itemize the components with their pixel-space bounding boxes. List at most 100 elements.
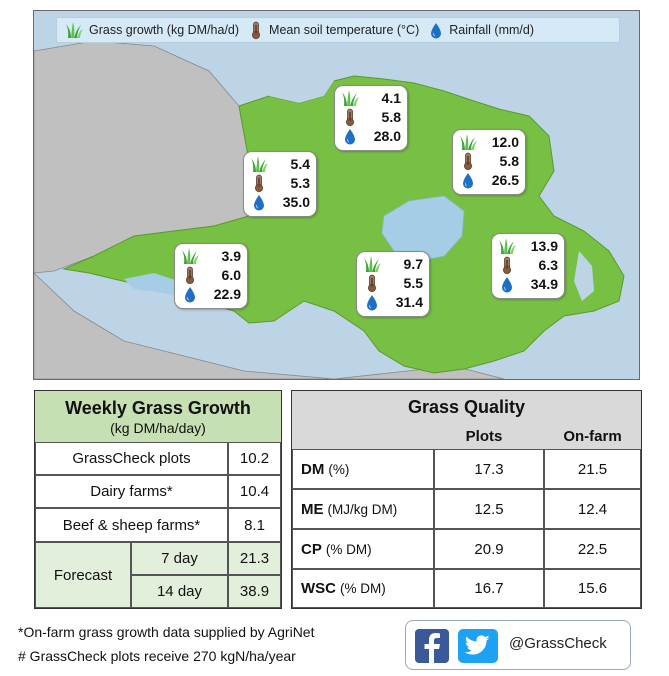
grass-growth-value: 9.7 bbox=[403, 256, 423, 272]
growth-table-title: Weekly Grass Growth bbox=[65, 397, 251, 418]
quality-plots-value: 20.9 bbox=[434, 529, 544, 569]
metric-name: DM bbox=[301, 460, 325, 478]
raindrop-icon bbox=[366, 294, 378, 311]
soil-temp-value: 5.5 bbox=[403, 275, 423, 291]
grass-icon bbox=[182, 248, 199, 264]
thermometer-icon bbox=[345, 108, 355, 126]
growth-row-value: 10.4 bbox=[228, 475, 281, 508]
quality-row-label: WSC (% DM) bbox=[292, 569, 434, 608]
metric-unit: (% DM) bbox=[325, 541, 372, 557]
station-west: 3.9 6.0 22.9 bbox=[174, 243, 248, 309]
grass-growth-value: 3.9 bbox=[221, 248, 241, 264]
thermometer-icon bbox=[254, 174, 264, 192]
map-panel: Grass growth (kg DM/ha/d) Mean soil temp… bbox=[33, 10, 640, 380]
quality-table-header: Grass Quality Plots On-farm bbox=[292, 391, 641, 449]
forecast-14day-value: 38.9 bbox=[228, 575, 281, 608]
forecast-7day-label: 7 day bbox=[131, 542, 228, 575]
footnote-agrinet: *On-farm grass growth data supplied by A… bbox=[18, 624, 315, 640]
legend-grass-label: Grass growth (kg DM/ha/d) bbox=[89, 23, 240, 37]
thermometer-icon bbox=[185, 266, 195, 284]
quality-farm-value: 12.4 bbox=[544, 489, 641, 529]
quality-plots-value: 12.5 bbox=[434, 489, 544, 529]
metric-unit: (%) bbox=[328, 461, 350, 477]
raindrop-icon bbox=[253, 194, 265, 211]
growth-row-value: 10.2 bbox=[228, 442, 281, 475]
forecast-14day-label: 14 day bbox=[131, 575, 228, 608]
grass-growth-value: 12.0 bbox=[491, 134, 519, 150]
raindrop-icon bbox=[501, 276, 513, 293]
legend-rain-label: Rainfall (mm/d) bbox=[449, 23, 534, 37]
thermometer-icon bbox=[251, 21, 261, 39]
grass-icon bbox=[66, 22, 83, 38]
station-north: 4.1 5.8 28.0 bbox=[334, 85, 408, 151]
twitter-icon[interactable] bbox=[458, 629, 498, 663]
growth-table-subtitle: (kg DM/ha/day) bbox=[110, 419, 206, 436]
station-east: 13.9 6.3 34.9 bbox=[491, 233, 565, 299]
grass-growth-value: 5.4 bbox=[290, 156, 310, 172]
lough-neagh bbox=[381, 195, 465, 262]
rainfall-value: 22.9 bbox=[213, 286, 241, 302]
quality-farm-value: 21.5 bbox=[544, 449, 641, 489]
growth-row-label: Beef & sheep farms* bbox=[35, 508, 228, 542]
quality-table-title: Grass Quality bbox=[407, 397, 526, 417]
station-northwest: 5.4 5.3 35.0 bbox=[243, 151, 317, 217]
metric-unit: (MJ/kg DM) bbox=[327, 501, 398, 517]
footnote-grasscheck-plots: # GrassCheck plots receive 270 kgN/ha/ye… bbox=[18, 648, 296, 664]
raindrop-icon bbox=[344, 128, 356, 145]
rainfall-value: 35.0 bbox=[282, 194, 310, 210]
col-header-plots: Plots bbox=[465, 428, 503, 445]
grass-icon bbox=[460, 134, 477, 150]
twitter-handle[interactable]: @GrassCheck bbox=[509, 635, 607, 652]
facebook-icon[interactable] bbox=[415, 629, 449, 663]
metric-name: ME bbox=[301, 500, 324, 518]
rainfall-value: 28.0 bbox=[373, 128, 401, 144]
strangford-lough bbox=[574, 251, 594, 301]
rainfall-value: 26.5 bbox=[491, 172, 519, 188]
northern-ireland-map bbox=[34, 40, 625, 379]
thermometer-icon bbox=[502, 256, 512, 274]
map-legend: Grass growth (kg DM/ha/d) Mean soil temp… bbox=[56, 17, 620, 43]
soil-temp-value: 6.3 bbox=[538, 257, 558, 273]
quality-farm-value: 15.6 bbox=[544, 569, 641, 608]
grass-growth-value: 13.9 bbox=[530, 238, 558, 254]
south-land bbox=[34, 272, 335, 379]
metric-unit: (% DM) bbox=[340, 581, 386, 596]
quality-plots-value: 16.7 bbox=[434, 569, 544, 608]
station-central: 9.7 5.5 31.4 bbox=[356, 251, 430, 317]
quality-row-label: ME (MJ/kg DM) bbox=[292, 489, 434, 529]
grass-icon bbox=[364, 256, 381, 272]
grass-icon bbox=[499, 238, 516, 254]
growth-table-header: Weekly Grass Growth (kg DM/ha/day) bbox=[35, 391, 281, 442]
soil-temp-value: 5.8 bbox=[499, 153, 519, 169]
metric-name: CP bbox=[301, 540, 322, 558]
growth-row-label: GrassCheck plots bbox=[35, 442, 228, 475]
grass-growth-value: 4.1 bbox=[381, 90, 401, 106]
rainfall-value: 31.4 bbox=[395, 294, 423, 310]
legend-temp-label: Mean soil temperature (°C) bbox=[269, 23, 420, 37]
rainfall-value: 34.9 bbox=[530, 276, 558, 292]
quality-farm-value: 22.5 bbox=[544, 529, 641, 569]
forecast-label: Forecast bbox=[35, 542, 131, 608]
raindrop-icon bbox=[184, 286, 196, 303]
soil-temp-value: 5.8 bbox=[381, 109, 401, 125]
growth-row-value: 8.1 bbox=[228, 508, 281, 542]
soil-temp-value: 6.0 bbox=[221, 267, 241, 283]
forecast-7day-value: 21.3 bbox=[228, 542, 281, 575]
grass-quality-table: Grass Quality Plots On-farm DM (%) 17.3 2… bbox=[291, 390, 642, 609]
grass-icon bbox=[342, 90, 359, 106]
social-media-box: @GrassCheck bbox=[405, 620, 631, 670]
lough-foyle bbox=[269, 71, 334, 103]
grass-icon bbox=[251, 156, 268, 172]
station-northeast: 12.0 5.8 26.5 bbox=[452, 129, 526, 195]
quality-row-label: DM (%) bbox=[292, 449, 434, 489]
col-header-on-farm: On-farm bbox=[563, 428, 622, 445]
quality-row-label: CP (% DM) bbox=[292, 529, 434, 569]
raindrop-icon bbox=[430, 22, 442, 39]
thermometer-icon bbox=[367, 274, 377, 292]
thermometer-icon bbox=[463, 152, 473, 170]
growth-row-label: Dairy farms* bbox=[35, 475, 228, 508]
quality-plots-value: 17.3 bbox=[434, 449, 544, 489]
raindrop-icon bbox=[462, 172, 474, 189]
soil-temp-value: 5.3 bbox=[290, 175, 310, 191]
metric-name: WSC bbox=[301, 580, 336, 597]
